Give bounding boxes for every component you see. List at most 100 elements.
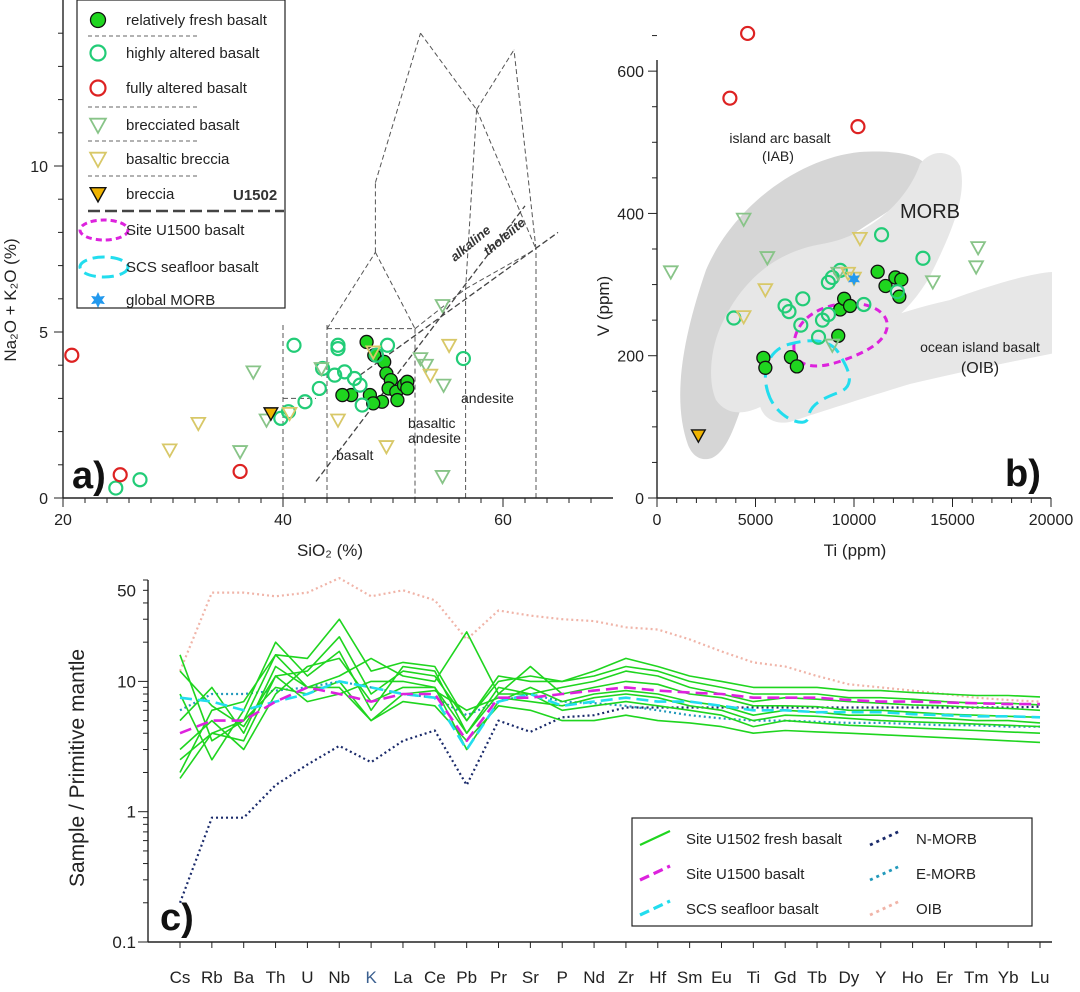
panel-c-letter: c) <box>160 897 194 939</box>
point-highly-altered-basalt <box>108 480 124 496</box>
point-brecciated-basalt <box>924 275 942 291</box>
panel-b-x-tick-label: 10000 <box>832 512 877 529</box>
legend-c-label-scs-seafloor-basalt: SCS seafloor basalt <box>686 901 819 918</box>
legend-label-site-u1500-basalt: Site U1500 basalt <box>126 222 245 239</box>
panel-a-y-tick-label: 10 <box>30 159 48 176</box>
panel-c-x-tick-label-lu: Lu <box>1031 968 1050 987</box>
panel-b-x-tick-label: 15000 <box>930 512 975 529</box>
point-highly-altered-basalt <box>889 284 905 300</box>
legend-c-symbol-site-u1500-basalt <box>639 864 671 882</box>
panel-a-points <box>64 299 471 496</box>
panel-c-x-tick-label-ce: Ce <box>424 968 446 987</box>
panel-c-y-tick-label: 0.1 <box>112 933 136 952</box>
point-highly-altered-basalt <box>337 364 353 380</box>
legend-c-label-n-morb: N-MORB <box>916 831 977 848</box>
panel-b-y-tick-label: 400 <box>617 206 644 223</box>
point-fully-altered-basalt <box>722 90 738 106</box>
tas-boundary <box>420 32 478 110</box>
panel-a-x-tick-label: 20 <box>54 512 72 529</box>
point-highly-altered-basalt <box>781 304 797 320</box>
field-label-andesite-2: andesite <box>408 430 461 446</box>
point-relatively-fresh-basalt <box>842 298 858 314</box>
point-highly-altered-basalt <box>354 397 370 413</box>
point-brecciated-basalt <box>662 265 680 281</box>
point-relatively-fresh-basalt <box>789 359 805 374</box>
tas-boundary <box>465 248 537 290</box>
panel-c-x-tick-label-cs: Cs <box>170 968 191 987</box>
point-highly-altered-basalt <box>795 291 811 307</box>
panel-c-x-tick-label-tb: Tb <box>807 968 827 987</box>
point-highly-altered-basalt <box>352 377 368 393</box>
panel-b-y-tick-label: 600 <box>617 64 644 81</box>
point-basaltic-breccia <box>756 283 774 299</box>
point-highly-altered-basalt <box>810 329 827 345</box>
panel-b-points <box>662 25 987 444</box>
point-highly-altered-basalt <box>455 350 471 367</box>
point-breccia <box>690 429 707 444</box>
panel-b-axes: 0 5000 10000 15000 20000 0 200 400 600 <box>617 35 1074 529</box>
field-label-iab: (IAB) <box>762 148 794 164</box>
point-highly-altered-basalt <box>273 410 289 426</box>
point-brecciated-basalt <box>258 413 275 429</box>
panel-b-letter: b) <box>1005 453 1041 495</box>
panel-a-x-tick-label: 40 <box>274 512 292 529</box>
panel-c-x-tick-label-ho: Ho <box>902 968 924 987</box>
point-brecciated-basalt <box>735 212 753 228</box>
alkaline-tholeiite-line-1 <box>315 205 526 482</box>
panel-c-x-tick-label-hf: Hf <box>649 968 666 987</box>
point-highly-altered-basalt <box>330 341 346 357</box>
point-highly-altered-basalt <box>297 394 313 410</box>
panel-c-x-tick-label-sr: Sr <box>522 968 539 987</box>
panel-c-x-tick-label-yb: Yb <box>998 968 1019 987</box>
point-basaltic-breccia <box>378 440 395 456</box>
panel-c-x-tick-label-la: La <box>394 968 413 987</box>
line-site-u1502-fresh-basalt <box>179 618 1041 742</box>
field-label-basalt: basalt <box>336 447 373 463</box>
panel-c-axes: 0.1 1 10 50 Cs Rb Ba Th U Nb K La Ce Pb Pr Sr P Nd Zr Hf Sm E… <box>112 579 1052 987</box>
panel-c-y-label: Sample / Primitive mantle <box>66 649 89 887</box>
point-basaltic-breccia <box>422 368 439 384</box>
point-highly-altered-basalt <box>379 337 396 353</box>
legend-c-label-site-u1502-fresh-basalt: Site U1502 fresh basalt <box>686 831 843 848</box>
panel-b-y-tick-label: 0 <box>635 491 644 508</box>
legend-symbol-basaltic-breccia <box>88 151 108 169</box>
line-site-u1500-basalt <box>179 686 1040 743</box>
field-label-oib: (OIB) <box>961 360 999 377</box>
line-site-u1502-fresh-basalt <box>179 636 1041 728</box>
point-basaltic-breccia <box>440 338 458 354</box>
panel-c-x-tick-label-th: Th <box>266 968 286 987</box>
legend-c-label-oib: OIB <box>916 901 942 918</box>
legend-symbol-scs-seafloor-basalt <box>78 255 130 279</box>
point-basaltic-breccia <box>364 345 382 361</box>
legend-top: relatively fresh basalt highly altered ba… <box>76 0 286 309</box>
legend-label-highly-altered-basalt: highly altered basalt <box>126 45 260 62</box>
legend-label-scs-seafloor-basalt: SCS seafloor basalt <box>126 259 259 276</box>
legend-symbol-highly-altered-basalt <box>89 44 107 62</box>
panel-c: 0.1 1 10 50 Cs Rb Ba Th U Nb K La Ce Pb Pr Sr P Nd Zr Hf Sm E… <box>66 577 1052 987</box>
tas-boundary <box>476 49 515 110</box>
point-highly-altered-basalt <box>820 306 836 323</box>
point-brecciated-basalt <box>435 378 452 394</box>
point-fully-altered-basalt <box>740 25 756 42</box>
point-relatively-fresh-basalt <box>400 381 415 396</box>
panel-a-x-label: SiO₂ (%) <box>297 541 363 560</box>
legend-c-label-site-u1500-basalt: Site U1500 basalt <box>686 866 805 883</box>
legend-symbol-global-morb <box>90 291 106 309</box>
panel-b-y-label: V (ppm) <box>594 276 613 336</box>
legend-symbol-fully-altered-basalt <box>89 79 107 97</box>
legend-c-symbol-e-morb <box>869 864 901 882</box>
panel-c-x-tick-label-y: Y <box>875 968 886 987</box>
panel-b-x-tick-label: 20000 <box>1029 512 1074 529</box>
point-breccia <box>262 407 279 422</box>
panel-a-y-label: Na₂O + K₂O (%) <box>1 238 20 361</box>
panel-c-x-tick-label-ba: Ba <box>233 968 254 987</box>
point-brecciated-basalt <box>231 445 249 461</box>
panel-c-x-tick-label-pr: Pr <box>490 968 507 987</box>
panel-a-y-tick-label: 5 <box>39 325 48 342</box>
point-highly-altered-basalt <box>368 347 385 363</box>
line-site-u1502-fresh-basalt <box>179 675 1041 761</box>
legend-c-items: Site U1502 fresh basalt Site U1500 basalt… <box>639 829 977 918</box>
point-brecciated-basalt <box>417 358 435 374</box>
field-label-andesite: andesite <box>461 390 514 406</box>
